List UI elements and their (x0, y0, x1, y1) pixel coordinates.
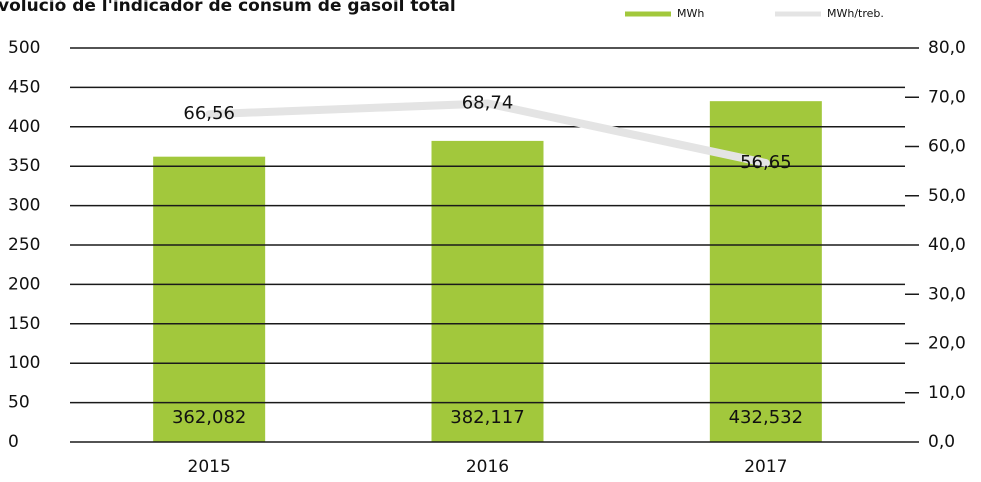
legend-label: MWh (677, 7, 704, 20)
line (205, 99, 770, 167)
y-tick-label: 0 (8, 432, 19, 452)
bar (431, 140, 544, 443)
y-tick-label: 350 (8, 156, 40, 176)
y-tick-label: 500 (8, 38, 40, 58)
y2-tick-label: 10,0 (928, 383, 966, 403)
x-tick-label: 2016 (466, 457, 509, 477)
line-value-label: 66,56 (183, 103, 235, 124)
value-label: 432,532 (729, 407, 803, 428)
y2-tick-label: 0,0 (928, 432, 955, 452)
y-tick-label: 150 (8, 314, 40, 334)
y-tick-label: 300 (8, 196, 40, 216)
y2-tick-label: 70,0 (928, 87, 966, 107)
y2-tick-label: 30,0 (928, 284, 966, 304)
y-tick-label: 250 (8, 235, 40, 255)
x-tick-label: 2015 (188, 457, 231, 477)
line-value-label: 68,74 (462, 92, 514, 113)
y-tick-label: 50 (8, 393, 30, 413)
y-tick-label: 100 (8, 353, 40, 373)
value-label: 382,117 (450, 407, 524, 428)
y2-tick-label: 80,0 (928, 38, 966, 58)
value-label: 362,082 (172, 407, 246, 428)
y-tick-label: 200 (8, 274, 40, 294)
line-value-label: 56,65 (740, 152, 792, 173)
legend-label: MWh/treb. (827, 7, 884, 20)
x-tick-label: 2017 (744, 457, 787, 477)
bar (153, 156, 266, 442)
y2-tick-label: 50,0 (928, 186, 966, 206)
chart-title: volució de l'indicador de consum de gaso… (0, 0, 456, 16)
y2-tick-label: 60,0 (928, 137, 966, 157)
y2-tick-label: 20,0 (928, 334, 966, 354)
y-tick-label: 400 (8, 117, 40, 137)
y2-tick-label: 40,0 (928, 235, 966, 255)
y-tick-label: 450 (8, 77, 40, 97)
